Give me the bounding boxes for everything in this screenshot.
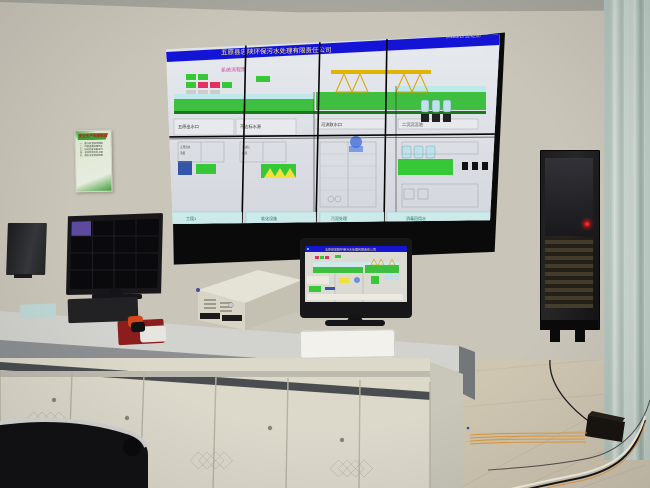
svg-text:五原出水口: 五原出水口	[178, 123, 199, 130]
svg-text:系统流程图: 系统流程图	[221, 66, 246, 74]
svg-text:污泥处理: 污泥处理	[331, 215, 347, 221]
svg-text:二沉沉沉池: 二沉沉沉池	[402, 121, 424, 128]
svg-text:五原出水: 五原出水	[180, 145, 191, 149]
svg-text:消毒回用水: 消毒回用水	[406, 215, 426, 221]
svg-text:流量: 流量	[180, 151, 186, 155]
svg-text:工段1: 工段1	[186, 215, 197, 221]
svg-text:河流取水口: 河流取水口	[321, 121, 342, 128]
svg-text:五原县忠陕环保污水处理有限责任公司: 五原县忠陕环保污水处理有限责任公司	[325, 247, 376, 252]
svg-text:软化设施: 软化设施	[261, 215, 277, 221]
